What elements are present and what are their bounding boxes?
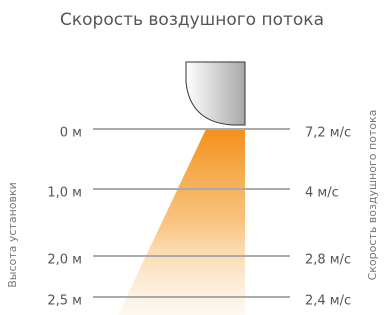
height-label: 1,0 м bbox=[47, 186, 82, 201]
height-label: 2,0 м bbox=[47, 253, 82, 268]
height-label: 2,5 м bbox=[47, 294, 82, 309]
title: Скорость воздушного потока bbox=[60, 10, 324, 30]
air-curtain-device bbox=[186, 62, 245, 125]
height-label: 0 м bbox=[60, 126, 82, 141]
left-axis-label: Высота установки bbox=[6, 182, 19, 288]
speed-label: 4 м/с bbox=[305, 186, 339, 201]
speed-label: 2,8 м/с bbox=[305, 253, 351, 268]
diagram: Скорость воздушного потока Высота устано… bbox=[0, 0, 385, 315]
airflow-beam bbox=[118, 129, 245, 315]
speed-label: 7,2 м/с bbox=[305, 126, 351, 141]
right-axis-label: Скорость воздушного потока bbox=[366, 110, 379, 281]
speed-label: 2,4 м/с bbox=[305, 294, 351, 309]
